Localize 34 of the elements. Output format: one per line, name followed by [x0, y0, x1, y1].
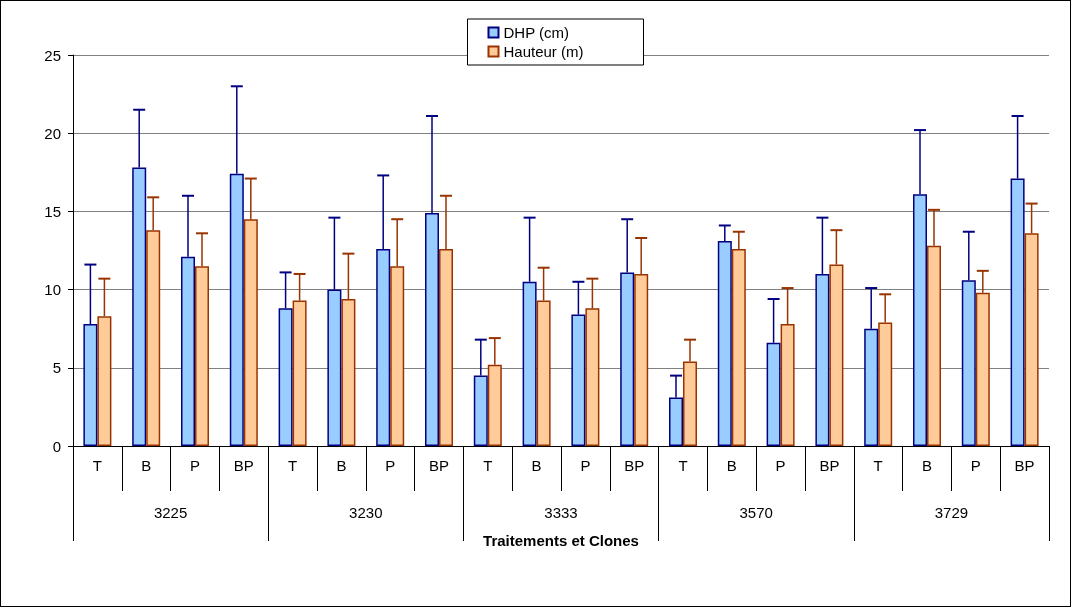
legend-label: Hauteur (m) — [503, 43, 584, 60]
text: 3570 — [739, 504, 773, 521]
x-tick-label: T — [92, 457, 102, 474]
x-tick-label: BP — [1014, 457, 1035, 474]
x-tick-label: T — [678, 457, 688, 474]
x-tick-label: T — [483, 457, 493, 474]
x-tick-label: B — [531, 457, 542, 474]
legend-label: DHP (cm) — [503, 24, 570, 41]
x-axis-title: Traitements et Clones — [483, 532, 639, 549]
x-tick-label: B — [921, 457, 933, 474]
x-tick-label: T — [288, 457, 298, 474]
text: 3333 — [544, 504, 578, 521]
y-tick-label: 10 — [44, 281, 61, 299]
x-tick-label: BP — [819, 457, 840, 474]
text: 3729 — [934, 504, 969, 521]
x-tick-label: P — [580, 457, 591, 474]
text: 3230 — [349, 504, 383, 521]
x-tick-label: BP — [233, 457, 254, 474]
y-tick-label: 15 — [44, 202, 61, 220]
x-tick-label: BP — [428, 457, 450, 474]
x-tick-label: B — [141, 457, 152, 474]
text: 3225 — [153, 504, 188, 521]
y-tick-label: 5 — [52, 359, 61, 377]
x-tick-label: P — [775, 457, 786, 474]
x-tick-label: BP — [624, 457, 645, 474]
x-tick-label: P — [189, 457, 201, 474]
x-tick-label: T — [873, 457, 883, 474]
y-tick-label: 20 — [44, 124, 61, 142]
y-tick-label: 25 — [44, 46, 61, 64]
x-tick-label: B — [726, 457, 737, 474]
x-tick-label: P — [385, 457, 396, 474]
y-tick-label: 0 — [52, 437, 61, 455]
x-tick-label: B — [336, 457, 347, 474]
x-tick-label: P — [970, 457, 981, 474]
